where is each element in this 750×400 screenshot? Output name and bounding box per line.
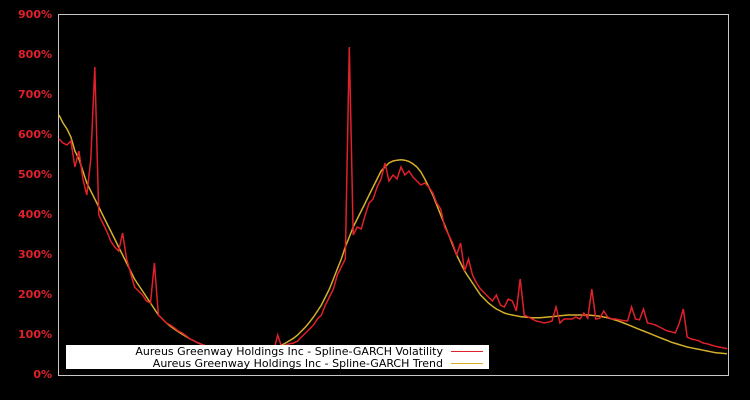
y-tick-label: 0% [33, 368, 52, 381]
y-tick-label: 900% [18, 8, 52, 21]
y-tick-label: 800% [18, 48, 52, 61]
trend-line [58, 114, 728, 355]
y-tick-label: 700% [18, 88, 52, 101]
y-tick-label: 500% [18, 168, 52, 181]
legend-label-trend: Aureus Greenway Holdings Inc - Spline-GA… [152, 356, 443, 370]
plot-frame [58, 14, 729, 376]
y-tick-label: 400% [18, 208, 52, 221]
y-tick-label: 100% [18, 328, 52, 341]
y-tick-label: 600% [18, 128, 52, 141]
legend-item-volatility: Aureus Greenway Holdings Inc - Spline-GA… [135, 344, 483, 358]
y-tick-label: 200% [18, 288, 52, 301]
legend-swatch-trend [451, 362, 483, 364]
legend-label-volatility: Aureus Greenway Holdings Inc - Spline-GA… [135, 344, 443, 358]
legend-item-trend: Aureus Greenway Holdings Inc - Spline-GA… [152, 356, 483, 370]
volatility-line [58, 46, 728, 356]
y-tick-label: 300% [18, 248, 52, 261]
legend-swatch-volatility [451, 350, 483, 352]
legend: Aureus Greenway Holdings Inc - Spline-GA… [66, 344, 489, 370]
